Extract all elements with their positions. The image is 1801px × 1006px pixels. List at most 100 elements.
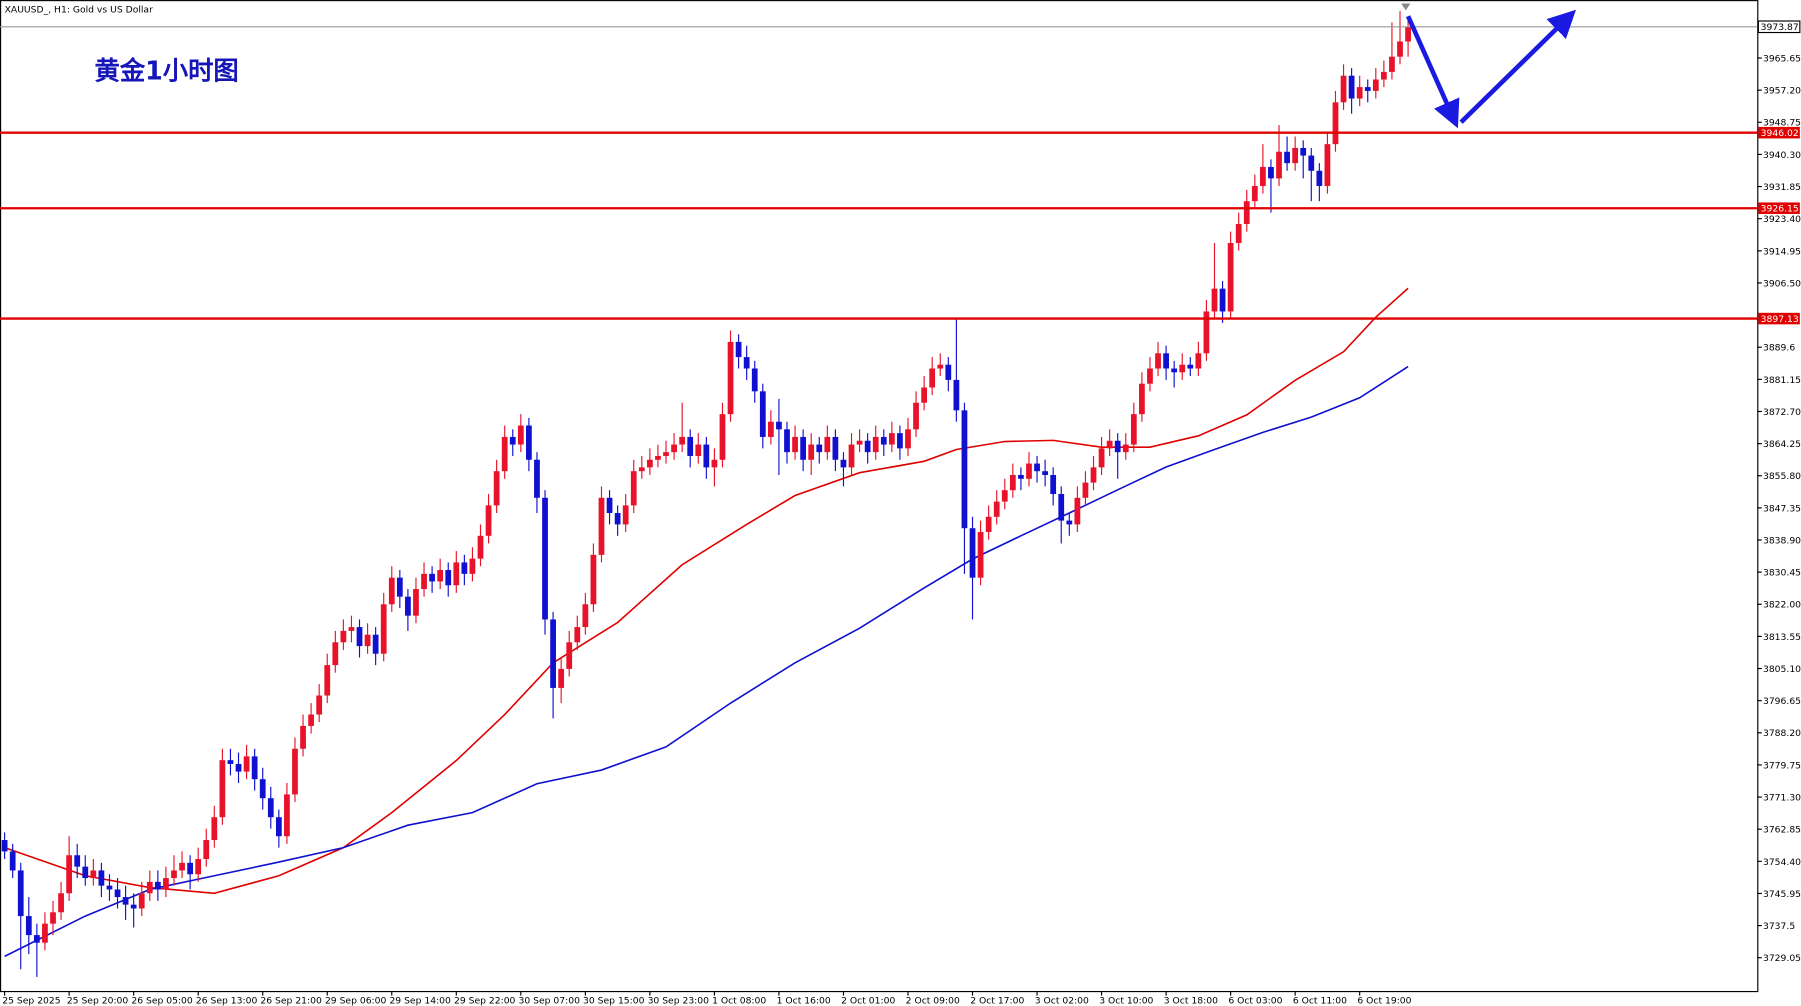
- x-tick-label: 3 Oct 18:00: [1164, 996, 1218, 1006]
- y-tick-label: 3948.75: [1763, 118, 1801, 129]
- candle-body: [590, 554, 597, 605]
- candle-body: [316, 695, 323, 715]
- candle-body: [122, 897, 129, 905]
- x-tick-label: 29 Sep 14:00: [389, 996, 451, 1006]
- candle-body: [1009, 474, 1016, 491]
- candle-body: [130, 904, 137, 909]
- candle-body: [606, 497, 613, 514]
- candle-body: [743, 357, 750, 369]
- level-label: 3946.02: [1761, 128, 1799, 139]
- candle-body: [558, 668, 565, 688]
- candle-body: [832, 436, 839, 460]
- candle-body: [614, 513, 621, 525]
- candle-body: [1324, 144, 1331, 186]
- candle-body: [364, 634, 371, 647]
- candle-body: [292, 748, 298, 795]
- candle-body: [687, 436, 694, 456]
- candle-body: [171, 870, 177, 879]
- candle-body: [1308, 155, 1315, 171]
- candle-body: [1163, 353, 1169, 369]
- candle-body: [864, 440, 871, 453]
- y-tick-label: 3737.5: [1763, 921, 1795, 932]
- y-tick-label: 3906.50: [1763, 278, 1801, 289]
- candle-body: [1364, 87, 1371, 91]
- candle-body: [380, 604, 387, 654]
- candle-body: [267, 798, 274, 818]
- candle-body: [1211, 288, 1218, 312]
- candle-body: [1203, 311, 1210, 354]
- candle-body: [550, 619, 556, 688]
- candle-body: [1356, 87, 1363, 99]
- candle-body: [25, 916, 32, 936]
- candle-body: [1001, 490, 1008, 502]
- candle-body: [582, 604, 589, 628]
- candle-body: [1389, 56, 1395, 72]
- candle-body: [921, 387, 928, 403]
- candle-body: [671, 444, 677, 453]
- candle-body: [1106, 440, 1113, 449]
- candle-body: [1, 840, 8, 852]
- candle-body: [1058, 493, 1065, 521]
- candle-body: [1187, 364, 1194, 369]
- candle-body: [1243, 201, 1250, 225]
- y-tick-label: 3923.40: [1763, 214, 1801, 225]
- candle-body: [1082, 482, 1089, 498]
- candle-body: [824, 436, 831, 453]
- candle-body: [816, 444, 823, 453]
- x-tick-label: 26 Sep 05:00: [131, 996, 193, 1006]
- y-tick-label: 3838.90: [1763, 535, 1801, 546]
- candle-body: [1284, 151, 1290, 164]
- y-tick-label: 3957.20: [1763, 86, 1801, 97]
- level-tag: [1758, 126, 1800, 139]
- y-tick-label: 3830.45: [1763, 568, 1801, 579]
- candle-body: [493, 471, 500, 506]
- candle-body: [211, 817, 218, 841]
- chart-title: 黄金1小时图: [94, 56, 238, 86]
- moving-average: [4, 287, 1409, 895]
- candle-body: [517, 425, 524, 445]
- x-tick-label: 3 Oct 02:00: [1035, 996, 1089, 1006]
- candle-body: [1179, 364, 1186, 373]
- candle-body: [227, 760, 234, 764]
- candle-body: [784, 429, 790, 453]
- y-tick-label: 3889.6: [1763, 343, 1795, 354]
- candle-body: [1372, 79, 1379, 91]
- x-tick-label: 1 Oct 16:00: [777, 996, 831, 1006]
- x-tick-label: 6 Oct 11:00: [1293, 996, 1347, 1006]
- y-tick-label: 3931.85: [1763, 182, 1801, 193]
- y-tick-label: 3754.40: [1763, 857, 1801, 868]
- y-tick-label: 3729.05: [1763, 953, 1801, 964]
- candle-body: [372, 634, 379, 654]
- candle-body: [1219, 288, 1226, 312]
- chart-header: XAUUSD_, H1: Gold vs US Dollar: [5, 5, 153, 16]
- candle-body: [808, 444, 815, 460]
- candle-body: [308, 714, 314, 726]
- candle-body: [445, 570, 452, 586]
- candle-body: [1139, 383, 1145, 415]
- candle-body: [17, 870, 24, 917]
- plot-frame: [0, 0, 1759, 993]
- candle-body: [251, 756, 258, 780]
- candle-body: [1066, 520, 1073, 525]
- moving-average: [4, 365, 1409, 958]
- candle-body: [284, 794, 290, 837]
- candle-body: [598, 497, 605, 555]
- candle-body: [66, 855, 73, 894]
- level-tag: [1758, 312, 1800, 325]
- x-tick-label: 26 Sep 13:00: [196, 996, 258, 1006]
- candle-body: [275, 817, 282, 837]
- candle-body: [913, 402, 919, 430]
- candle-body: [888, 433, 895, 445]
- candle-body: [719, 414, 726, 460]
- candle-body: [332, 642, 339, 666]
- candle-body: [534, 459, 540, 498]
- candle-body: [638, 467, 645, 472]
- x-tick-label: 25 Sep 2025: [2, 996, 60, 1006]
- candle-body: [453, 562, 460, 586]
- candle-body: [429, 573, 435, 582]
- x-tick-label: 30 Sep 15:00: [583, 996, 645, 1006]
- y-tick-label: 3965.65: [1763, 53, 1801, 64]
- candle-body: [663, 452, 669, 456]
- candle-body: [840, 459, 847, 468]
